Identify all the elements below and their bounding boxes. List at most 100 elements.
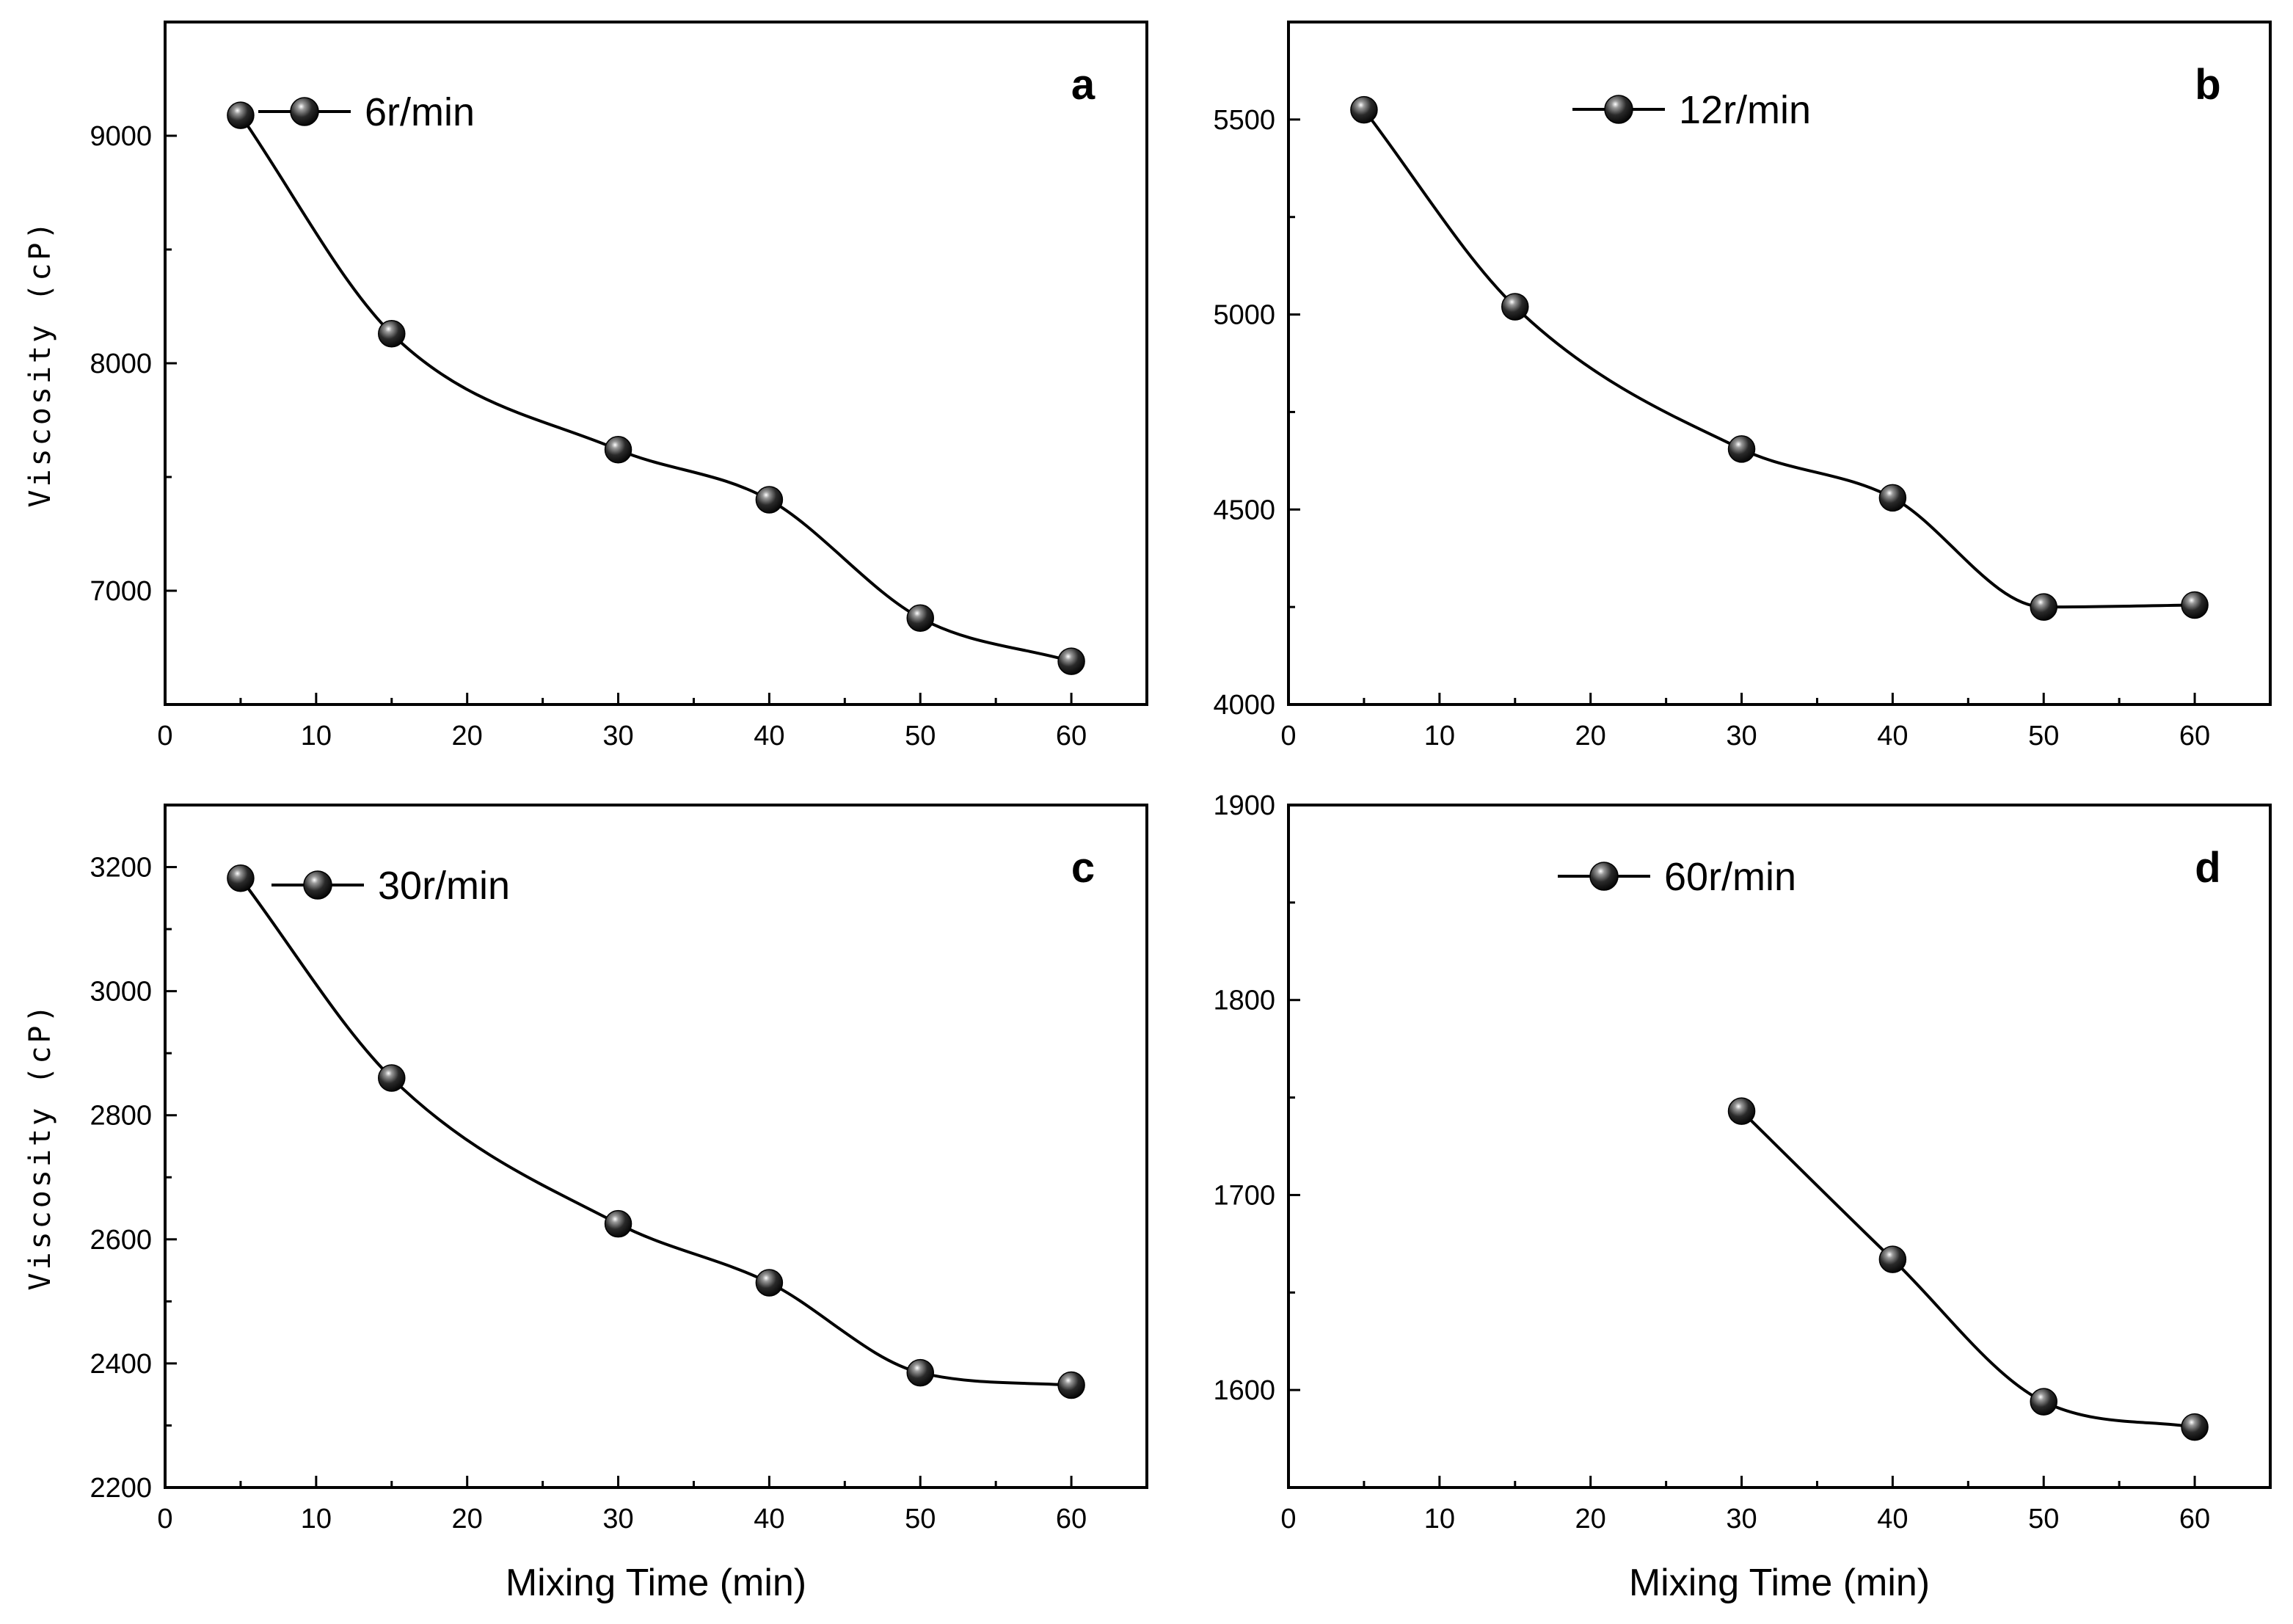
x-tick-label: 50 bbox=[905, 721, 936, 751]
x-tick-label: 40 bbox=[1877, 1504, 1908, 1534]
x-tick-label: 0 bbox=[157, 1504, 172, 1534]
panel-c: 0 10 20 30 40 50 60 2200 2400 2600 2800 3000 3200 30r… bbox=[23, 804, 1148, 1604]
data-point bbox=[1350, 95, 1378, 124]
legend-marker bbox=[1589, 862, 1619, 891]
data-point bbox=[755, 486, 784, 514]
data-point bbox=[1727, 435, 1756, 463]
y-tick-label: 3000 bbox=[90, 977, 152, 1008]
y-tick-label: 5500 bbox=[1213, 105, 1275, 136]
x-tick-label: 40 bbox=[754, 721, 784, 751]
series-line bbox=[1363, 109, 2195, 609]
plot-frame bbox=[164, 21, 1148, 706]
data-point bbox=[2181, 591, 2209, 619]
data-point bbox=[2030, 593, 2057, 621]
x-tick-label: 30 bbox=[602, 1504, 633, 1534]
y-tick-label: 3200 bbox=[90, 853, 152, 884]
panel-d: 0 10 20 30 40 50 60 1600 1700 1800 1900 60r/min d Mix… bbox=[1213, 790, 2272, 1604]
x-tick-label: 0 bbox=[1280, 721, 1296, 751]
data-point bbox=[2181, 1413, 2209, 1441]
data-point bbox=[1057, 1371, 1085, 1399]
panel-letter: d bbox=[2195, 844, 2220, 892]
plot-frame bbox=[164, 804, 1148, 1489]
x-tick-label: 50 bbox=[2028, 1504, 2059, 1534]
data-point bbox=[227, 101, 255, 129]
legend-marker bbox=[1604, 95, 1633, 124]
legend-label: 12r/min bbox=[1679, 88, 1811, 132]
panel-a: 0 10 20 30 40 50 60 7000 8000 9000 6r/min a Viscosit… bbox=[23, 21, 1148, 751]
series-line bbox=[239, 877, 1072, 1387]
x-tick-label: 60 bbox=[2179, 721, 2210, 751]
x-tick-label: 20 bbox=[1575, 721, 1606, 751]
y-tick-label: 9000 bbox=[90, 121, 152, 152]
data-point bbox=[1057, 647, 1085, 675]
panel-letter: c bbox=[1071, 844, 1095, 892]
y-axis-title: Viscosity (cP) bbox=[23, 219, 57, 507]
y-tick-label: 4000 bbox=[1213, 690, 1275, 721]
panel-letter: b bbox=[2195, 61, 2220, 109]
legend-label: 6r/min bbox=[365, 90, 475, 134]
x-tick-label: 0 bbox=[1280, 1504, 1296, 1534]
x-tick-label: 10 bbox=[1424, 1504, 1455, 1534]
legend: 12r/min bbox=[1572, 88, 1811, 132]
legend: 30r/min bbox=[271, 864, 510, 908]
y-tick-label: 1800 bbox=[1213, 986, 1275, 1016]
x-tick-label: 10 bbox=[301, 721, 332, 751]
y-tick-label: 1700 bbox=[1213, 1180, 1275, 1211]
legend-marker bbox=[290, 97, 319, 126]
x-tick-label: 20 bbox=[452, 721, 483, 751]
x-tick-label: 60 bbox=[1056, 1504, 1087, 1534]
x-axis-title: Mixing Time (min) bbox=[1629, 1562, 1930, 1604]
panel-letter: a bbox=[1071, 61, 1096, 109]
data-point bbox=[1501, 293, 1529, 321]
data-point bbox=[755, 1269, 784, 1297]
data-point bbox=[1878, 484, 1907, 512]
x-tick-label: 30 bbox=[1726, 1504, 1757, 1534]
y-tick-label: 2400 bbox=[90, 1349, 152, 1380]
plot-frame bbox=[1287, 804, 2272, 1489]
legend-label: 30r/min bbox=[378, 864, 510, 908]
y-tick-label: 7000 bbox=[90, 576, 152, 607]
y-tick-label: 2800 bbox=[90, 1101, 152, 1132]
data-point bbox=[378, 1064, 406, 1092]
y-tick-label: 1900 bbox=[1213, 790, 1275, 821]
x-tick-label: 20 bbox=[452, 1504, 483, 1534]
series-line bbox=[239, 114, 1072, 663]
data-point bbox=[906, 604, 934, 632]
x-tick-label: 60 bbox=[1056, 721, 1087, 751]
x-tick-label: 0 bbox=[157, 721, 172, 751]
series-line bbox=[1740, 1110, 2195, 1429]
x-tick-label: 30 bbox=[602, 721, 633, 751]
y-tick-label: 5000 bbox=[1213, 300, 1275, 331]
y-tick-label: 1600 bbox=[1213, 1375, 1275, 1406]
data-point bbox=[2030, 1388, 2057, 1416]
x-tick-label: 50 bbox=[2028, 721, 2059, 751]
x-tick-label: 10 bbox=[1424, 721, 1455, 751]
data-point bbox=[906, 1358, 934, 1387]
y-axis-title: Viscosity (cP) bbox=[23, 1002, 57, 1290]
x-axis-title: Mixing Time (min) bbox=[506, 1562, 806, 1604]
x-tick-label: 20 bbox=[1575, 1504, 1606, 1534]
y-tick-label: 8000 bbox=[90, 349, 152, 379]
legend: 6r/min bbox=[258, 90, 475, 134]
x-tick-label: 60 bbox=[2179, 1504, 2210, 1534]
data-point bbox=[378, 319, 406, 348]
legend-label: 60r/min bbox=[1664, 855, 1796, 899]
x-tick-label: 40 bbox=[1877, 721, 1908, 751]
x-tick-label: 10 bbox=[301, 1504, 332, 1534]
plot-frame bbox=[1287, 21, 2272, 706]
data-point bbox=[1727, 1097, 1756, 1125]
y-tick-label: 2200 bbox=[90, 1473, 152, 1504]
data-point bbox=[1878, 1245, 1907, 1273]
x-tick-label: 40 bbox=[754, 1504, 784, 1534]
legend: 60r/min bbox=[1558, 855, 1796, 899]
data-point bbox=[604, 436, 633, 464]
data-point bbox=[604, 1209, 633, 1238]
x-tick-label: 50 bbox=[905, 1504, 936, 1534]
y-tick-label: 4500 bbox=[1213, 495, 1275, 525]
panel-b: 0 10 20 30 40 50 60 4000 4500 5000 5500 12r/min b bbox=[1213, 21, 2272, 751]
data-point bbox=[227, 864, 255, 892]
legend-marker bbox=[303, 870, 332, 900]
y-tick-label: 2600 bbox=[90, 1225, 152, 1256]
x-tick-label: 30 bbox=[1726, 721, 1757, 751]
